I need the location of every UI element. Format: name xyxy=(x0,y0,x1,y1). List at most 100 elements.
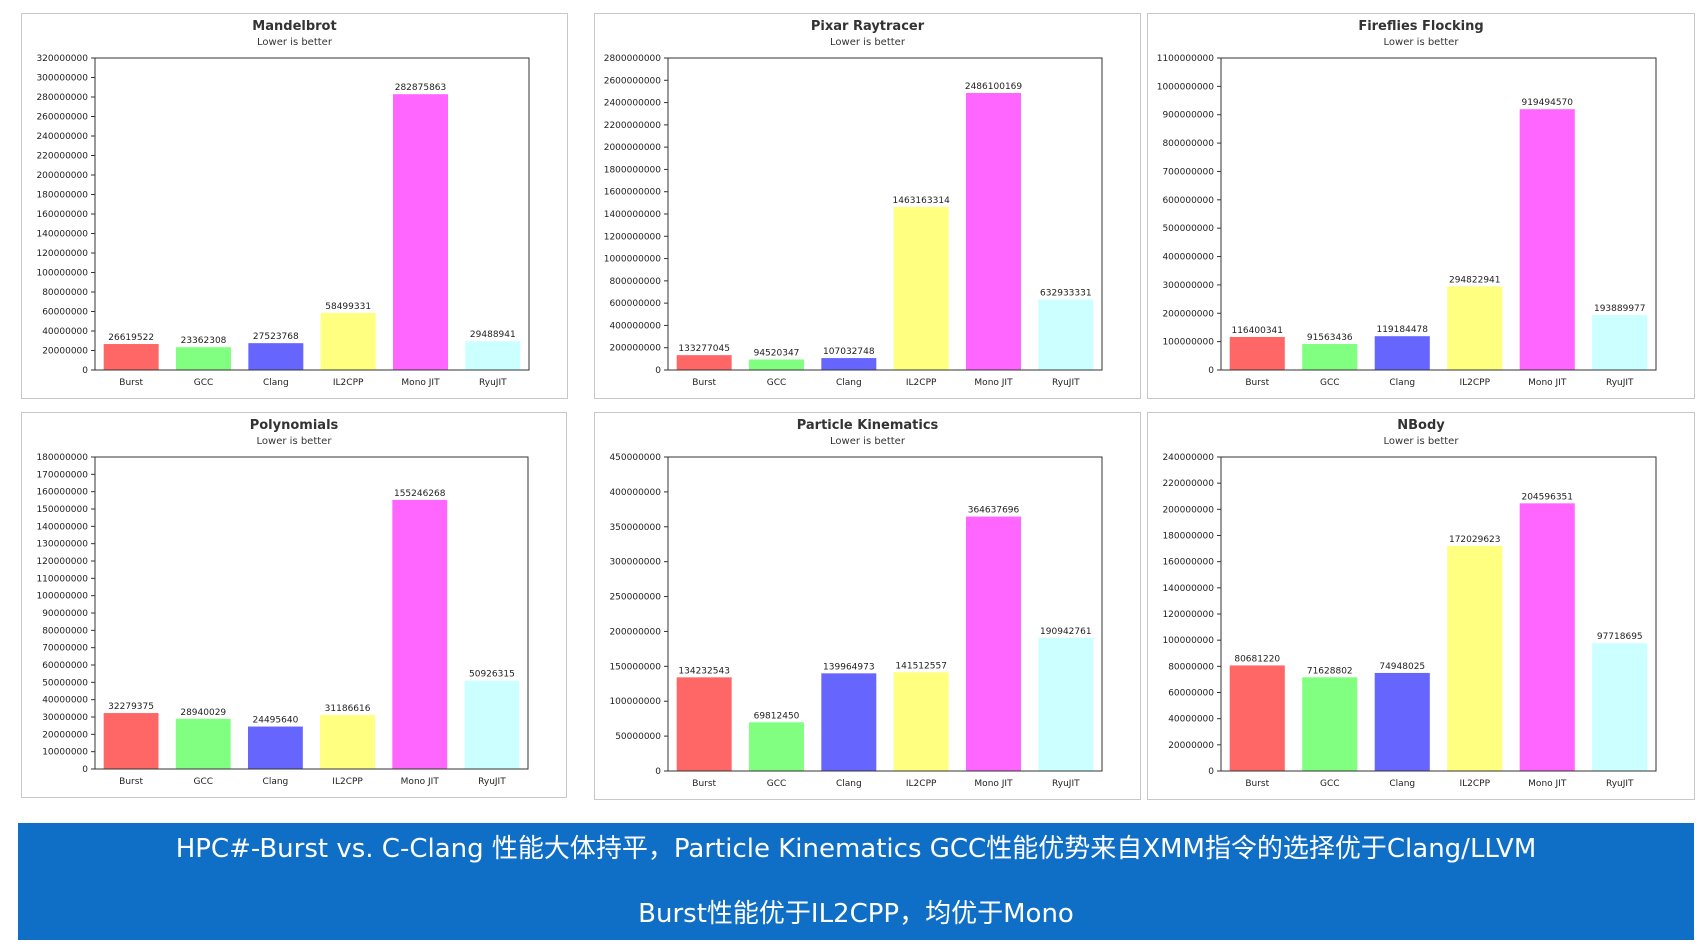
y-tick-label: 2200000000 xyxy=(604,121,662,131)
y-tick-label: 250000000 xyxy=(609,593,661,603)
bar-clang xyxy=(1374,672,1430,771)
y-tick-label: 2800000000 xyxy=(604,54,662,64)
chart-subtitle: Lower is better xyxy=(830,37,906,48)
bar-ryujit xyxy=(1592,643,1648,771)
data-label-ryujit: 50926315 xyxy=(469,670,515,680)
x-tick-label-ryujit: RyuJIT xyxy=(1052,779,1080,789)
chart-svg: Polynomials Lower is better 0 10000000 20000… xyxy=(36,418,529,787)
bar-clang xyxy=(1374,336,1430,370)
y-tick-label: 20000000 xyxy=(1168,741,1214,751)
y-tick-label: 600000000 xyxy=(1162,196,1214,206)
plot-area-frame xyxy=(94,57,530,371)
x-tick-label-clang: Clang xyxy=(1389,779,1415,789)
chart-title: Mandelbrot xyxy=(252,19,336,34)
y-tick-label: 180000000 xyxy=(36,453,88,463)
y-tick-label: 350000000 xyxy=(609,523,661,533)
y-tick-label: 800000000 xyxy=(609,277,661,287)
y-tick-label: 120000000 xyxy=(1162,610,1214,620)
plot-area-frame xyxy=(1220,57,1657,371)
y-tick-label: 800000000 xyxy=(1162,139,1214,149)
bar-ryujit xyxy=(1592,315,1648,370)
data-label-burst: 133277045 xyxy=(678,344,730,354)
y-tick-label: 80000000 xyxy=(1168,662,1214,672)
y-tick-label: 300000000 xyxy=(36,74,88,84)
data-label-ryujit: 97718695 xyxy=(1597,632,1643,642)
data-label-clang: 27523768 xyxy=(253,332,299,342)
banner-line-1: HPC#-Burst vs. C-Clang 性能大体持平，Particle K… xyxy=(175,834,1537,864)
data-label-mono-jit: 2486100169 xyxy=(965,82,1023,92)
bar-burst xyxy=(103,344,159,370)
y-tick-label: 900000000 xyxy=(1162,111,1214,121)
y-tick-label: 2400000000 xyxy=(604,99,662,109)
chart-svg: Particle Kinematics Lower is better 0 50000… xyxy=(609,418,1103,789)
chart-title: NBody xyxy=(1397,418,1445,433)
y-tick-label: 280000000 xyxy=(36,93,88,103)
bar-burst xyxy=(1229,665,1285,771)
x-tick-label-gcc: GCC xyxy=(767,378,787,388)
bar-il2cpp xyxy=(893,672,949,771)
y-tick-label: 240000000 xyxy=(36,132,88,142)
plot-area-frame xyxy=(667,456,1103,772)
y-tick-label: 1200000000 xyxy=(604,232,662,242)
x-tick-label-il2cpp: IL2CPP xyxy=(332,777,363,787)
chart-subtitle: Lower is better xyxy=(1384,436,1460,447)
bar-ryujit xyxy=(464,680,520,769)
y-tick-label: 80000000 xyxy=(42,288,88,298)
bar-burst xyxy=(676,677,732,771)
chart-subtitle: Lower is better xyxy=(257,436,333,447)
data-label-il2cpp: 294822941 xyxy=(1449,275,1501,285)
x-tick-label-mono-jit: Mono JIT xyxy=(1528,779,1567,789)
y-tick-label: 200000000 xyxy=(609,344,661,354)
y-tick-label: 300000000 xyxy=(1162,281,1214,291)
bar-clang xyxy=(247,726,303,769)
bar-mono-jit xyxy=(392,499,448,769)
data-label-ryujit: 190942761 xyxy=(1040,627,1092,637)
x-tick-label-burst: Burst xyxy=(119,378,143,388)
x-tick-label-ryujit: RyuJIT xyxy=(479,378,507,388)
chart-title: Fireflies Flocking xyxy=(1358,19,1483,34)
bar-gcc xyxy=(1302,677,1358,771)
data-label-gcc: 94520347 xyxy=(754,348,800,358)
x-tick-label-mono-jit: Mono JIT xyxy=(974,378,1013,388)
bar-il2cpp xyxy=(1447,545,1503,771)
bar-mono-jit xyxy=(1519,503,1575,771)
y-tick-label: 160000000 xyxy=(36,210,88,220)
bar-mono-jit xyxy=(393,94,448,370)
bar-mono-jit xyxy=(1519,109,1575,370)
x-tick-label-burst: Burst xyxy=(1245,779,1269,789)
y-tick-label: 260000000 xyxy=(36,113,88,123)
y-tick-label: 60000000 xyxy=(42,308,88,318)
bar-burst xyxy=(676,355,732,370)
x-tick-label-il2cpp: IL2CPP xyxy=(906,779,937,789)
bar-gcc xyxy=(749,722,804,771)
x-tick-label-ryujit: RyuJIT xyxy=(1606,779,1634,789)
y-tick-label: 2600000000 xyxy=(604,76,662,86)
summary-banner: HPC#-Burst vs. C-Clang 性能大体持平，Particle K… xyxy=(18,823,1694,940)
data-label-gcc: 71628802 xyxy=(1307,666,1353,676)
bar-il2cpp xyxy=(320,714,376,769)
data-label-mono-jit: 282875863 xyxy=(395,83,447,93)
bar-gcc xyxy=(1302,344,1358,370)
x-tick-label-burst: Burst xyxy=(692,779,716,789)
chart-subtitle: Lower is better xyxy=(830,436,906,447)
x-tick-label-il2cpp: IL2CPP xyxy=(1459,779,1490,789)
chart-subtitle: Lower is better xyxy=(1384,37,1460,48)
y-tick-label: 150000000 xyxy=(609,662,661,672)
y-tick-label: 160000000 xyxy=(36,488,88,498)
x-tick-label-clang: Clang xyxy=(836,378,862,388)
x-tick-label-clang: Clang xyxy=(836,779,862,789)
y-tick-label: 0 xyxy=(82,366,88,376)
y-tick-label: 220000000 xyxy=(36,152,88,162)
y-tick-label: 240000000 xyxy=(1162,453,1214,463)
data-label-clang: 107032748 xyxy=(823,347,875,357)
y-tick-label: 0 xyxy=(82,765,88,775)
x-tick-label-clang: Clang xyxy=(1389,378,1415,388)
bar-mono-jit xyxy=(966,92,1021,370)
x-tick-label-mono-jit: Mono JIT xyxy=(401,378,440,388)
x-tick-label-gcc: GCC xyxy=(1320,378,1340,388)
data-label-gcc: 91563436 xyxy=(1307,333,1353,343)
data-label-mono-jit: 204596351 xyxy=(1521,492,1573,502)
y-tick-label: 70000000 xyxy=(42,644,88,654)
data-label-mono-jit: 919494570 xyxy=(1521,98,1573,108)
y-tick-label: 1600000000 xyxy=(604,188,662,198)
